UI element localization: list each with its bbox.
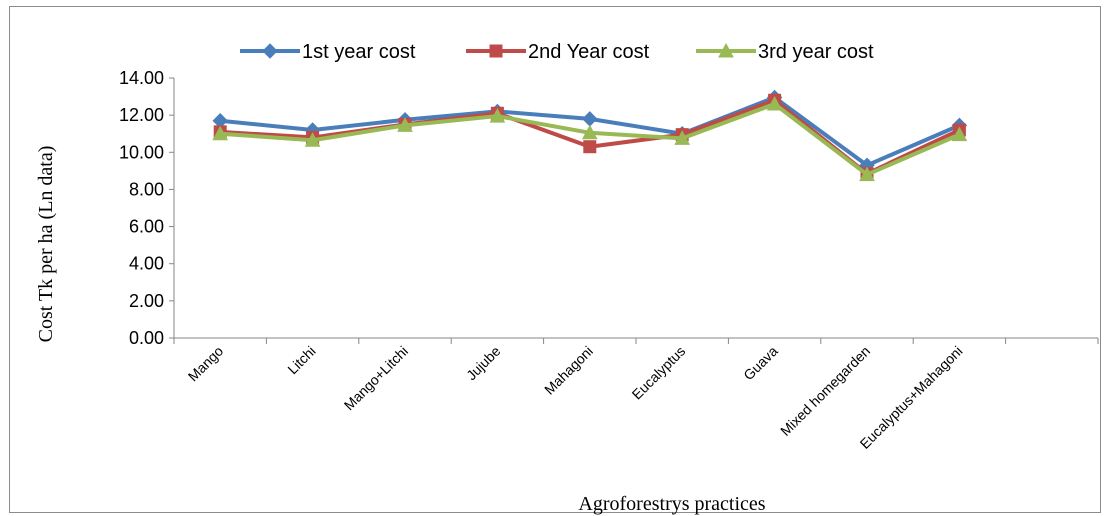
legend-item: 3rd year cost — [696, 41, 874, 63]
x-tick-label: Eucalyptus — [629, 343, 689, 403]
x-tick-label: Litchi — [284, 343, 318, 377]
legend-marker — [262, 43, 278, 59]
y-tick-label: 12.00 — [119, 105, 164, 125]
chart-frame — [9, 6, 1101, 513]
y-tick-label: 0.00 — [129, 328, 164, 348]
legend-item: 1st year cost — [240, 41, 416, 63]
legend: 1st year cost 2nd Year cost 3rd year cost — [240, 41, 874, 63]
y-tick-label: 8.00 — [129, 179, 164, 199]
data-point — [489, 108, 506, 123]
x-tick-label: Mixed homegarden — [777, 343, 873, 439]
data-point — [766, 95, 783, 111]
y-tick-label: 4.00 — [129, 254, 164, 274]
y-tick-label: 10.00 — [119, 142, 164, 162]
data-point — [581, 124, 598, 140]
series-layer — [212, 89, 968, 182]
y-axis-title: Cost Tk per ha (Ln data) — [35, 146, 57, 343]
data-point — [951, 126, 968, 142]
x-tick-label: Guava — [740, 343, 781, 384]
legend-label: 2nd Year cost — [528, 41, 650, 63]
data-point — [304, 132, 321, 147]
data-point — [583, 140, 597, 154]
x-tick-label: Mahagoni — [541, 343, 596, 398]
x-axis: Mango Litchi Mango+Litchi Jujube Mahagoni Euc… — [173, 337, 1099, 452]
data-point — [859, 166, 875, 182]
y-axis: 0.00 2.00 4.00 6.00 8.00 10.00 12.00 14.00 — [119, 68, 175, 348]
legend-marker — [718, 42, 734, 58]
legend-label: 1st year cost — [302, 41, 416, 63]
series-3 — [212, 95, 968, 182]
data-point — [397, 117, 413, 132]
legend-item: 2nd Year cost — [466, 41, 650, 63]
data-point — [674, 130, 691, 145]
x-tick-label: Mango — [185, 343, 227, 385]
y-tick-label: 2.00 — [129, 291, 164, 311]
y-tick-label: 6.00 — [129, 217, 164, 237]
y-tick-label: 14.00 — [119, 68, 164, 88]
legend-label: 3rd year cost — [758, 41, 874, 63]
data-point — [582, 111, 598, 127]
data-point — [212, 125, 229, 141]
x-tick-label: Mango+Litchi — [341, 343, 411, 413]
legend-marker — [489, 44, 503, 58]
x-tick-label: Eucalyptus+Mahagoni — [857, 343, 966, 452]
x-axis-title: Agroforestrys practices — [578, 493, 765, 515]
x-tick-label: Jujube — [463, 343, 504, 384]
